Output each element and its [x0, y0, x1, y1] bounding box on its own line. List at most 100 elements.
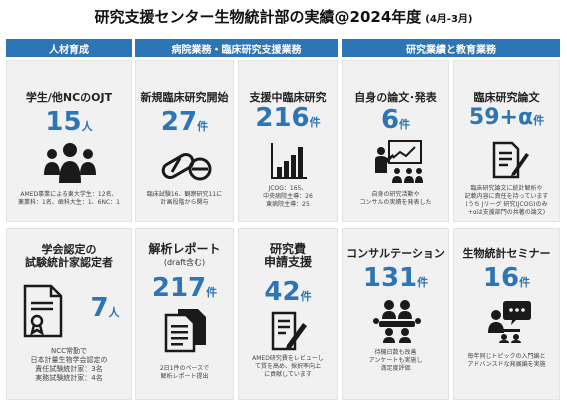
value-number: 217: [151, 273, 207, 303]
title-line: 学会認定の: [41, 243, 97, 256]
value-unit: 人: [81, 120, 93, 133]
form-pencil-icon: [271, 311, 307, 351]
category-label: 人材育成: [49, 44, 89, 56]
card-clinical-papers: 臨床研究論文 59+α件 臨床研究論文に統計解析や 記載内容に責任を持っています…: [453, 60, 560, 222]
card-analysis: 解析レポート (draft含む) 217件 2日1件のペースで 解析レポート提出: [135, 228, 234, 400]
card-title: コンサルテーション: [346, 247, 445, 260]
card-supporting: 支援中臨床研究 216件 JCOG：165、 中央病院主導：26 東病院主導：2…: [238, 60, 338, 222]
value-unit: 件: [417, 276, 429, 289]
desc-line: 毎年同じトピックの入門編と: [467, 353, 546, 360]
desc-line: AMED研究費をレビューし: [252, 355, 324, 362]
card-desc: JCOG：165、 中央病院主導：26 東病院主導：25: [243, 185, 333, 209]
document-pen-icon: [492, 141, 529, 179]
card-certification: 学会認定の 試験統計家認定者 7人 NCC常勤で 日本計量生物学会認定の 責任試…: [6, 228, 132, 400]
desc-line: 実務試験統計家：4名: [35, 374, 103, 382]
page-period: (4月-3月): [425, 14, 473, 25]
card-value: 42件: [239, 279, 337, 305]
desc-line: (うち Jリーグ 研究(JCOG)のみ: [465, 201, 548, 208]
value-number: 7: [90, 293, 109, 323]
value-number: 15: [45, 107, 82, 137]
card-desc: AMED研究費をレビューし て質を高め、採択率向上 に貢献しています: [243, 355, 333, 379]
bar-chart-icon: [271, 143, 307, 179]
value-unit: 件: [519, 276, 531, 289]
card-title: 学生/他NCのOJT: [25, 91, 113, 104]
page-title-text: 研究支援センター生物統計部の実績@2024年度: [94, 8, 422, 26]
value-number: 42: [264, 277, 301, 307]
card-title: 生物統計セミナー: [462, 247, 551, 260]
value-number: 131: [362, 263, 418, 293]
card-title: 新規臨床研究開始: [140, 91, 229, 104]
value-unit: 件: [300, 290, 312, 303]
value-number: 27: [160, 107, 198, 137]
meeting-icon: [373, 300, 421, 343]
card-desc: 待機日数も改善 アンケートも実施し 満足度評価: [347, 349, 444, 373]
desc-line: 責任試験統計家：3名: [35, 365, 103, 373]
desc-line: 満足度評価: [380, 365, 411, 372]
desc-line: AMED事業による東大学生：12名、: [20, 191, 118, 198]
category-research: 研究業績と教育業務: [342, 39, 560, 57]
card-desc: 毎年同じトピックの入門編と アドバンスドな発展編を実施: [458, 353, 555, 369]
title-line: 申請支援: [263, 255, 312, 269]
card-value: 216件: [239, 105, 337, 131]
card-desc: 臨床研究論文に統計解析や 記載内容に責任を持っています (うち Jリーグ 研究(…: [458, 185, 555, 217]
desc-line: アンケートも実施し: [368, 357, 423, 364]
certificate-icon: [23, 284, 63, 338]
value-number: 59+α: [468, 105, 534, 130]
desc-line: 薬業科：1名、歯科大生：1、6NC：1: [18, 199, 120, 206]
card-new-trials: 新規臨床研究開始 27件 臨床試験16、観察研究11に 計画段階から関与: [135, 60, 234, 222]
category-hospital: 病院業務・臨床研究支援業務: [135, 39, 338, 57]
title-line: (draft含む): [163, 258, 206, 267]
category-label: 研究業績と教育業務: [406, 44, 496, 56]
card-ojt: 学生/他NCのOJT 15人 AMED事業による東大学生：12名、 薬業科：1名…: [6, 60, 132, 222]
card-value: 16件: [454, 265, 559, 291]
desc-line: 待機日数も改善: [374, 349, 417, 356]
card-value: 59+α件: [454, 107, 559, 129]
card-value: 15人: [7, 109, 131, 135]
desc-line: 東病院主導：25: [266, 201, 310, 208]
desc-line: 解析レポート提出: [160, 373, 209, 380]
card-title: 自身の論文･発表: [354, 91, 437, 104]
desc-line: 日本計量生物学会認定の: [30, 356, 108, 364]
card-value: 131件: [343, 265, 448, 291]
report-documents-icon: [164, 309, 206, 353]
card-value: 6件: [343, 107, 448, 133]
card-desc: 2日1件のペースで 解析レポート提出: [140, 365, 229, 381]
pills-icon: [161, 153, 212, 181]
speaker-chat-icon: [488, 301, 531, 343]
card-consultation: コンサルテーション 131件 待機日数も改善 アンケートも実施し 満足度評価: [342, 228, 449, 400]
card-title: 臨床研究論文: [473, 91, 540, 104]
desc-line: 臨床試験16、観察研究11に: [146, 191, 223, 198]
card-title: 研究費 申請支援: [239, 243, 337, 269]
page-title: 研究支援センター生物統計部の実績@2024年度 (4月-3月): [0, 6, 567, 27]
value-number: 6: [380, 105, 400, 135]
desc-line: て質を高め、採択率向上: [254, 363, 321, 370]
desc-line: 記載内容に責任を持っています: [464, 193, 549, 200]
card-grants: 研究費 申請支援 42件 AMED研究費をレビューし て質を高め、採択率向上 に…: [238, 228, 338, 400]
card-title: 解析レポート (draft含む): [136, 243, 233, 269]
card-title: 支援中臨床研究: [249, 91, 327, 104]
desc-line: 自身の研究活動や: [371, 191, 420, 198]
card-desc: AMED事業による東大学生：12名、 薬業科：1名、歯科大生：1、6NC：1: [11, 191, 127, 207]
desc-line: 中央病院主導：26: [263, 193, 313, 200]
category-talent: 人材育成: [6, 39, 132, 57]
value-number: 16: [482, 263, 520, 293]
desc-line: アドバンスドな発展編を実施: [467, 361, 546, 368]
card-desc: 臨床試験16、観察研究11に 計画段階から関与: [140, 191, 229, 207]
card-seminar: 生物統計セミナー 16件 毎年同じトピックの入門編と アドバンスドな発展編を実施: [453, 228, 560, 400]
desc-line: に貢献しています: [264, 371, 312, 378]
card-papers: 自身の論文･発表 6件 自身の研究活動や コンサルの実績を発表した: [342, 60, 449, 222]
value-unit: 件: [533, 114, 545, 127]
desc-line: 臨床研究論文に統計解析や: [470, 185, 543, 192]
card-title: 学会認定の 試験統計家認定者: [7, 243, 131, 269]
desc-line: コンサルの実績を発表した: [359, 199, 432, 206]
title-line: 試験統計家認定者: [25, 256, 113, 269]
value-unit: 件: [309, 116, 321, 129]
card-value: 7人: [43, 293, 131, 323]
title-line: 解析レポート: [148, 242, 221, 256]
card-desc: NCC常勤で 日本計量生物学会認定の 責任試験統計家：3名 実務試験統計家：4名: [11, 347, 127, 383]
value-unit: 件: [206, 286, 218, 299]
category-label: 病院業務・臨床研究支援業務: [171, 44, 302, 56]
desc-line: 2日1件のペースで: [159, 365, 210, 372]
title-line: 研究費: [269, 242, 306, 256]
card-value: 217件: [136, 275, 233, 301]
